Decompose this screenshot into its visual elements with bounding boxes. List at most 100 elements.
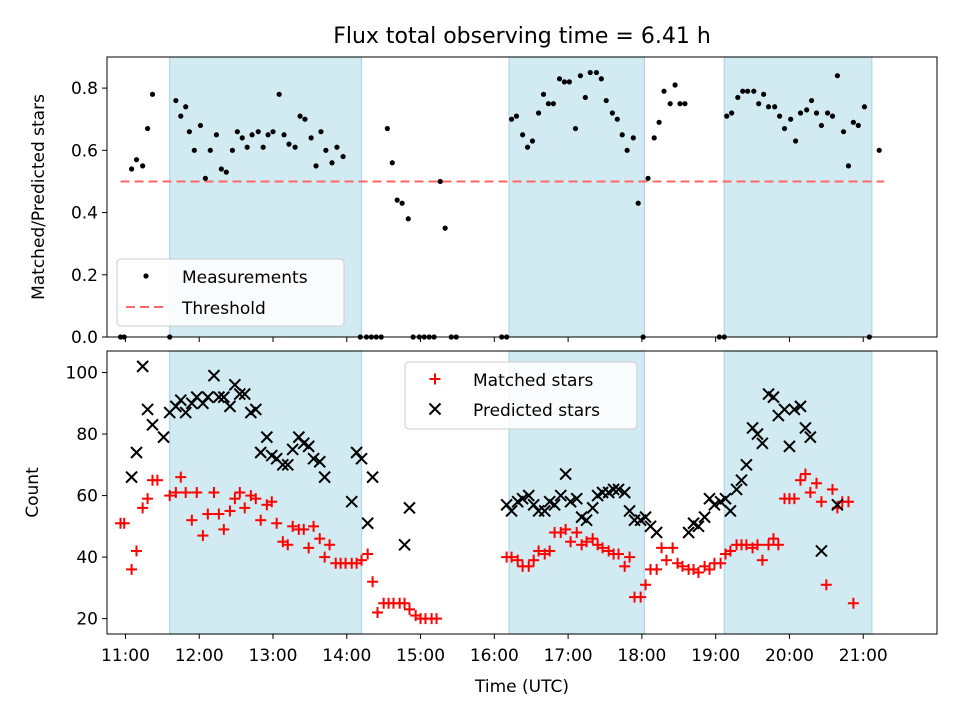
observing-window bbox=[723, 350, 873, 635]
matched-star-point bbox=[118, 517, 130, 529]
measurement-point bbox=[751, 88, 757, 94]
y-tick-label: 20 bbox=[76, 610, 98, 630]
matched-star-point bbox=[175, 471, 187, 483]
measurement-point bbox=[302, 116, 308, 122]
predicted-star-point bbox=[403, 501, 416, 515]
cross-stroke-b bbox=[639, 510, 652, 524]
cross-stroke-b bbox=[794, 400, 807, 413]
matched-star-point bbox=[799, 468, 811, 480]
legend-measurements-marker bbox=[143, 273, 149, 279]
measurement-point bbox=[249, 132, 255, 138]
measurement-point bbox=[265, 132, 271, 138]
cross-stroke-b bbox=[361, 517, 374, 530]
cross-stroke-b bbox=[141, 403, 154, 416]
predicted-star-point bbox=[361, 517, 374, 530]
matched-star-point bbox=[356, 554, 368, 566]
matched-star-point bbox=[667, 542, 679, 554]
matched-star-point bbox=[218, 523, 230, 535]
matched-star-point bbox=[826, 483, 838, 495]
measurement-point bbox=[761, 91, 767, 97]
measurement-point bbox=[619, 132, 625, 138]
cross-stroke-b bbox=[403, 501, 416, 515]
measurement-point bbox=[329, 160, 335, 166]
predicted-star-point bbox=[217, 390, 231, 404]
predicted-star-point bbox=[692, 520, 705, 533]
cross-stroke-b bbox=[708, 498, 721, 512]
matched-star-point bbox=[229, 493, 241, 505]
matched-star-point bbox=[640, 579, 652, 591]
cross-stroke-b bbox=[778, 403, 791, 416]
x-tick-label: 13:00 bbox=[249, 646, 298, 666]
count-legend: Matched stars Predicted stars bbox=[404, 361, 638, 430]
matched-star-point bbox=[202, 508, 214, 520]
cross-stroke-b bbox=[756, 437, 769, 450]
x-tick-label: 19:00 bbox=[691, 646, 740, 666]
cross-stroke-b bbox=[355, 452, 368, 465]
matched-star-point bbox=[282, 539, 294, 551]
measurement-point bbox=[598, 76, 604, 82]
count-y-axis-label: Count bbox=[23, 467, 43, 518]
matched-star-point bbox=[208, 487, 220, 498]
cross-stroke-b bbox=[815, 544, 828, 558]
measurement-point bbox=[797, 110, 804, 116]
measurement-point bbox=[661, 88, 667, 94]
measurement-point bbox=[297, 113, 303, 119]
legend-predicted-label: Predicted stars bbox=[473, 401, 600, 421]
measurement-point bbox=[781, 125, 788, 132]
matched-star-point bbox=[399, 597, 411, 609]
measurement-point bbox=[513, 113, 520, 119]
cross-stroke-b bbox=[751, 427, 764, 441]
predicted-star-point bbox=[136, 360, 149, 373]
cross-stroke-b bbox=[130, 446, 143, 459]
cross-stroke-b bbox=[618, 486, 631, 499]
predicted-star-point bbox=[794, 400, 807, 413]
cross-stroke-b bbox=[179, 406, 192, 419]
cross-stroke-b bbox=[735, 473, 748, 487]
predicted-star-point bbox=[238, 387, 251, 401]
measurement-point bbox=[128, 166, 135, 172]
matched-star-point bbox=[810, 477, 822, 489]
measurement-point bbox=[318, 129, 324, 135]
measurement-point bbox=[645, 175, 651, 181]
matched-star-point bbox=[197, 530, 209, 542]
measurement-point bbox=[740, 88, 746, 94]
cross-stroke-b bbox=[276, 458, 290, 472]
predicted-star-point bbox=[783, 440, 796, 453]
cross-stroke-b bbox=[428, 402, 442, 416]
legend-matched-label: Matched stars bbox=[473, 371, 593, 391]
cross-stroke-b bbox=[286, 443, 299, 456]
measurement-point bbox=[340, 153, 346, 160]
matched-star-point bbox=[271, 517, 283, 529]
measurement-point bbox=[824, 110, 831, 116]
matched-star-point bbox=[651, 563, 663, 575]
matched-star-point bbox=[715, 557, 727, 569]
measurement-point bbox=[255, 129, 261, 135]
matched-star-point bbox=[842, 496, 854, 508]
measurement-point bbox=[133, 157, 140, 163]
ratio-axis-ticks: 0.0 0.2 0.4 0.6 0.8 bbox=[71, 79, 864, 348]
predicted-star-point bbox=[564, 495, 577, 508]
cross-stroke-b bbox=[228, 378, 242, 392]
y-tick-label: 100 bbox=[66, 364, 98, 384]
matched-star-point bbox=[324, 539, 336, 551]
measurement-point bbox=[566, 79, 572, 85]
measurement-point bbox=[197, 122, 204, 129]
measurement-point bbox=[308, 135, 314, 141]
predicted-star-point bbox=[281, 458, 294, 472]
matched-star-point bbox=[635, 591, 647, 603]
observing-windows-top bbox=[169, 56, 873, 338]
matched-star-point bbox=[804, 487, 816, 498]
measurement-point bbox=[520, 132, 526, 138]
predicted-star-point bbox=[804, 430, 817, 444]
cross-stroke-b bbox=[201, 390, 215, 404]
matched-star-point bbox=[528, 554, 540, 566]
cross-stroke-b bbox=[831, 498, 844, 512]
measurement-point bbox=[437, 178, 443, 185]
matched-star-point bbox=[587, 533, 599, 545]
cross-stroke-b bbox=[559, 467, 572, 481]
measurement-point bbox=[861, 104, 868, 110]
matched-star-point bbox=[142, 493, 154, 505]
predicted-star-points bbox=[125, 360, 844, 558]
measurement-point bbox=[792, 138, 799, 144]
